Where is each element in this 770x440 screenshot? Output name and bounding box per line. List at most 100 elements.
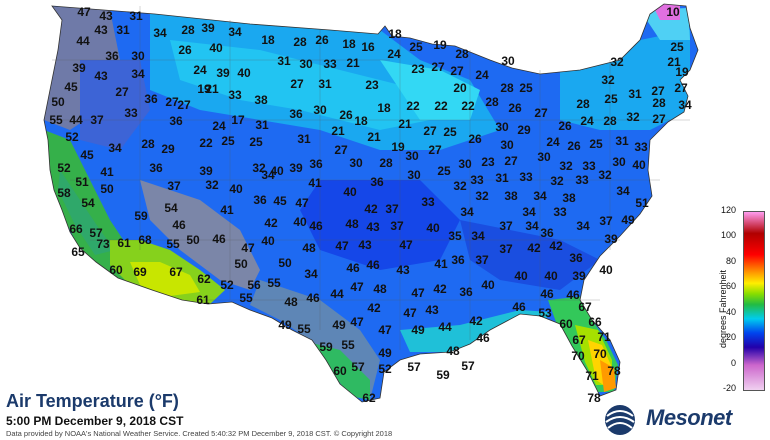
station-temperature: 55	[239, 291, 253, 305]
station-temperature: 21	[367, 130, 381, 144]
station-temperature: 30	[313, 103, 327, 117]
station-temperature: 27	[534, 106, 548, 120]
station-temperature: 50	[100, 182, 114, 196]
station-temperature: 57	[89, 226, 103, 240]
station-temperature: 42	[367, 301, 381, 315]
station-temperature: 25	[409, 40, 423, 54]
station-temperature: 50	[51, 95, 65, 109]
scale-tick: -20	[722, 383, 736, 393]
station-temperature: 33	[228, 88, 242, 102]
station-temperature: 48	[345, 217, 359, 231]
station-temperature: 59	[319, 340, 333, 354]
station-temperature: 42	[433, 282, 447, 296]
station-temperature: 30	[405, 149, 419, 163]
station-temperature: 47	[350, 280, 364, 294]
mesonet-logo-icon	[605, 405, 635, 435]
station-temperature: 38	[254, 93, 268, 107]
station-temperature: 42	[264, 216, 278, 230]
station-temperature: 23	[481, 155, 495, 169]
station-temperature: 24	[475, 68, 489, 82]
station-temperature: 73	[96, 237, 110, 251]
station-temperature: 33	[421, 195, 435, 209]
station-temperature: 22	[461, 99, 475, 113]
station-temperature: 27	[431, 60, 445, 74]
station-temperature: 67	[572, 333, 586, 347]
station-temperature: 61	[117, 236, 131, 250]
station-temperature: 60	[333, 364, 347, 378]
station-temperature: 66	[69, 222, 83, 236]
station-temperature: 32	[559, 159, 573, 173]
station-temperature: 28	[500, 81, 514, 95]
station-temperature: 31	[495, 171, 509, 185]
station-temperature: 40	[270, 164, 284, 178]
station-temperature: 42	[364, 202, 378, 216]
station-temperature: 57	[461, 359, 475, 373]
station-temperature: 40	[632, 158, 646, 172]
station-temperature: 27	[115, 85, 129, 99]
station-temperature: 34	[522, 205, 536, 219]
station-temperature: 45	[64, 80, 78, 94]
station-temperature: 30	[458, 157, 472, 171]
station-temperature: 33	[634, 140, 648, 154]
station-temperature: 26	[178, 43, 192, 57]
station-temperature: 36	[540, 226, 554, 240]
station-temperature: 40	[514, 269, 528, 283]
station-temperature: 40	[229, 182, 243, 196]
scale-tick: 40	[725, 307, 736, 317]
station-temperature: 62	[362, 391, 376, 405]
station-temperature: 34	[108, 141, 122, 155]
station-temperature: 46	[212, 232, 226, 246]
station-temperature: 37	[385, 202, 399, 216]
station-temperature: 30	[407, 168, 421, 182]
station-temperature: 66	[588, 315, 602, 329]
station-temperature: 34	[471, 229, 485, 243]
station-temperature: 34	[153, 26, 167, 40]
map-timestamp: 5:00 PM December 9, 2018 CST	[6, 414, 184, 428]
station-temperature: 36	[309, 157, 323, 171]
station-temperature: 34	[616, 184, 630, 198]
station-temperature: 27	[334, 143, 348, 157]
station-temperature: 10	[666, 5, 680, 19]
station-temperature: 27	[674, 81, 688, 95]
station-temperature: 54	[81, 196, 95, 210]
station-temperature: 38	[504, 189, 518, 203]
station-temperature: 19	[197, 82, 211, 96]
station-temperature: 31	[297, 132, 311, 146]
station-temperature: 30	[612, 155, 626, 169]
station-temperature: 47	[378, 323, 392, 337]
station-temperature: 48	[446, 344, 460, 358]
station-temperature: 32	[610, 55, 624, 69]
station-temperature: 24	[193, 63, 207, 77]
station-temperature: 31	[277, 54, 291, 68]
station-temperature: 36	[451, 253, 465, 267]
station-temperature: 31	[116, 23, 130, 37]
station-temperature: 37	[475, 253, 489, 267]
station-temperature: 34	[576, 219, 590, 233]
station-temperature: 28	[181, 23, 195, 37]
station-temperature: 59	[436, 368, 450, 382]
station-temperature: 18	[342, 37, 356, 51]
station-temperature: 31	[615, 134, 629, 148]
station-temperature: 25	[221, 134, 235, 148]
station-temperature: 67	[578, 300, 592, 314]
station-temperature: 32	[205, 178, 219, 192]
station-temperature: 39	[201, 21, 215, 35]
station-temperature: 36	[459, 285, 473, 299]
station-temperature: 30	[349, 156, 363, 170]
scale-tick: 0	[730, 358, 736, 368]
station-temperature: 37	[599, 214, 613, 228]
station-temperature: 29	[161, 142, 175, 156]
station-temperature: 27	[290, 77, 304, 91]
station-temperature: 33	[470, 173, 484, 187]
station-temperature: 32	[598, 168, 612, 182]
station-temperature: 34	[525, 219, 539, 233]
station-temperature: 30	[299, 57, 313, 71]
station-temperature: 47	[403, 306, 417, 320]
station-temperature: 31	[255, 118, 269, 132]
station-temperature: 37	[499, 242, 513, 256]
station-temperature: 47	[350, 315, 364, 329]
station-temperature: 68	[138, 233, 152, 247]
station-temperature: 30	[500, 138, 514, 152]
station-temperature: 46	[566, 288, 580, 302]
station-temperature: 25	[249, 135, 263, 149]
